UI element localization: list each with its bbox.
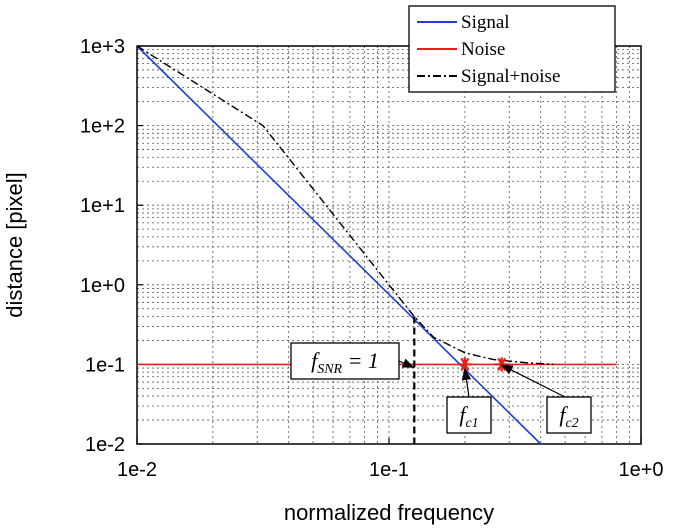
annotation-arrow [398, 358, 415, 368]
legend-label: Signal+noise [461, 66, 560, 87]
annotation-fsnr: fSNR = 1 [290, 342, 415, 380]
annotations: fSNR = 1 fc1 fc2 [290, 342, 592, 434]
grid [137, 46, 641, 444]
annotation-arrow [500, 364, 566, 398]
series-line-signal [136, 45, 542, 445]
annotation-fc2: fc2 [500, 364, 592, 434]
annotation-arrow [461, 368, 472, 398]
legend-label: Signal [461, 12, 510, 33]
y-tick-label: 1e-1 [85, 354, 125, 376]
ticks: 1e-2 1e-1 1e+0 1e-2 1e-1 1e+0 1e+1 1e+2 1e+3 [80, 36, 664, 481]
y-tick-label: 1e+0 [80, 275, 125, 297]
annotation-fc1: fc1 [446, 368, 492, 434]
series-line-signal-noise [136, 45, 554, 366]
x-tick-label: 1e+0 [618, 459, 663, 481]
legend: Signal Noise Signal+noise [408, 5, 616, 93]
annotation-box [546, 396, 592, 434]
x-axis-label: normalized frequency [284, 500, 494, 525]
y-tick-label: 1e+1 [80, 195, 125, 217]
x-tick-label: 1e-1 [369, 459, 409, 481]
annotation-box [446, 396, 492, 434]
annotation-box [290, 342, 400, 380]
x-tick-label: 1e-2 [117, 459, 157, 481]
y-tick-label: 1e+3 [80, 36, 125, 58]
legend-label: Noise [461, 39, 505, 60]
y-axis-label: distance [pixel] [2, 172, 27, 318]
annotation-text: fSNR = 1 [311, 348, 379, 377]
y-tick-label: 1e-2 [85, 434, 125, 456]
annotation-text: fc1 [459, 402, 478, 431]
annotation-text: fc2 [559, 402, 578, 431]
y-tick-label: 1e+2 [80, 116, 125, 138]
